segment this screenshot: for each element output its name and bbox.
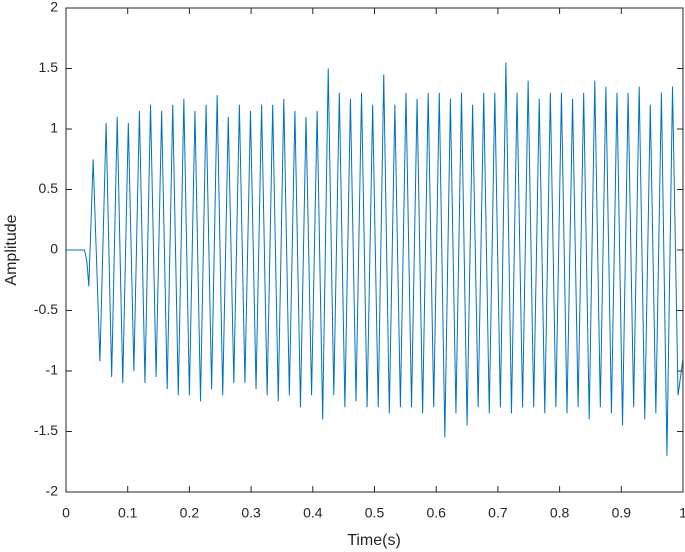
plot-area — [66, 8, 683, 492]
y-tick-label: -0.5 — [34, 301, 58, 317]
x-tick-label: 1 — [679, 505, 685, 521]
x-axis-label: Time(s) — [347, 532, 401, 549]
y-tick-label: 0 — [50, 241, 58, 257]
x-tick-label: 0.5 — [365, 505, 385, 521]
x-tick-label: 0.6 — [426, 505, 446, 521]
y-tick-label: -1 — [46, 362, 59, 378]
x-tick-label: 0.1 — [118, 505, 138, 521]
x-tick-label: 0.3 — [241, 505, 261, 521]
x-tick-label: 0 — [62, 505, 70, 521]
x-tick-label: 0.8 — [550, 505, 570, 521]
y-tick-label: 1 — [50, 120, 58, 136]
x-tick-label: 0.2 — [180, 505, 200, 521]
y-tick-label: 2 — [50, 0, 58, 15]
y-tick-label: 1.5 — [39, 59, 59, 75]
x-tick-label: 0.9 — [612, 505, 632, 521]
x-tick-label: 0.7 — [488, 505, 508, 521]
signal-line — [66, 62, 684, 456]
y-tick-label: -2 — [46, 483, 59, 499]
y-tick-label: 0.5 — [39, 180, 59, 196]
x-tick-label: 0.4 — [303, 505, 323, 521]
y-axis-label: Amplitude — [3, 214, 20, 285]
y-tick-label: -1.5 — [34, 422, 58, 438]
plot-frame — [65, 7, 684, 493]
